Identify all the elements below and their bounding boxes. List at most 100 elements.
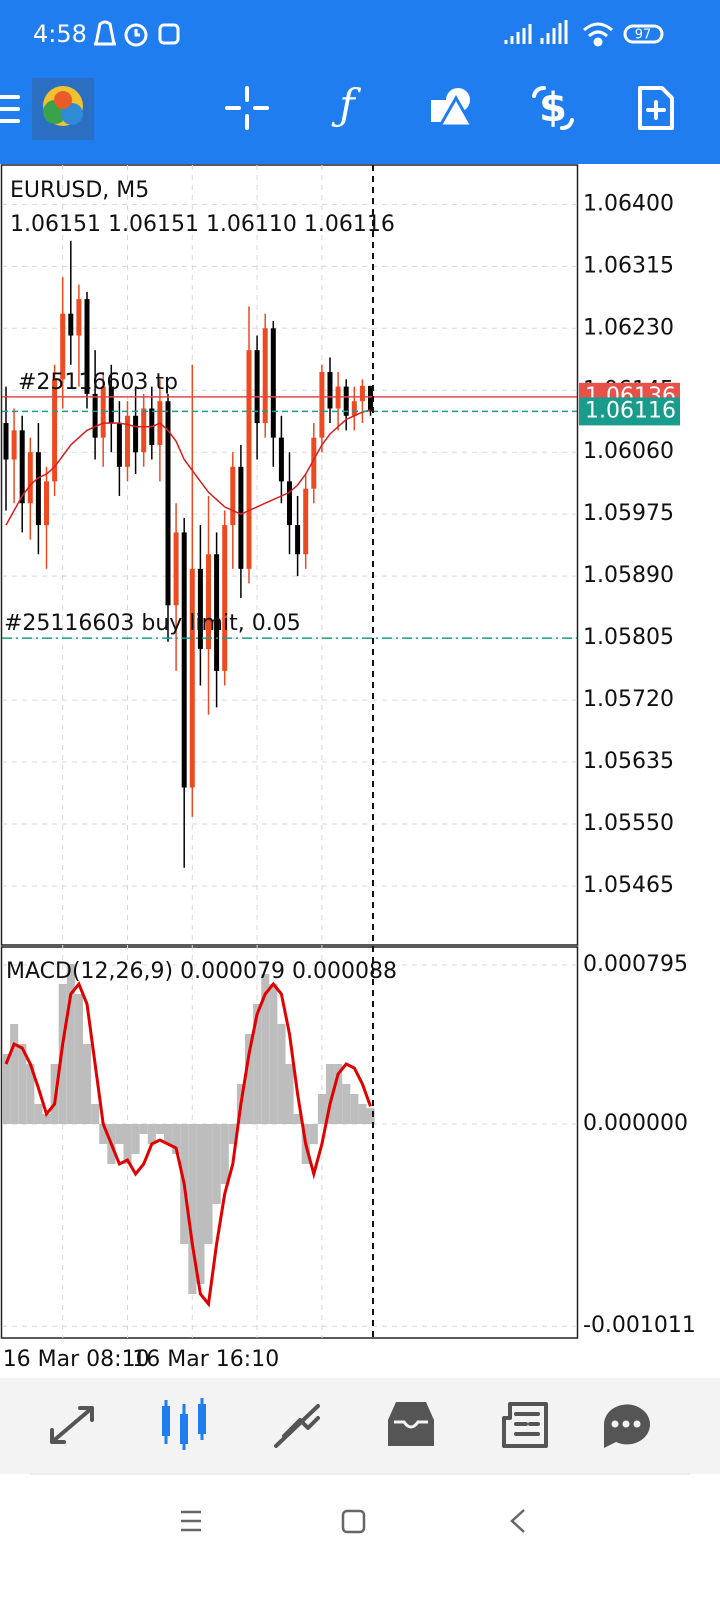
candle-body xyxy=(214,554,220,671)
macd-bar xyxy=(147,1124,156,1144)
macd-bar xyxy=(155,1124,164,1134)
macd-bar xyxy=(26,1064,35,1124)
candle-body xyxy=(165,401,171,606)
price-marker-label: 1.06116 xyxy=(585,398,676,423)
candle-body xyxy=(3,423,9,460)
symbol-title: EURUSD, M5 xyxy=(10,178,149,203)
macd-bar xyxy=(172,1124,181,1154)
signal-line xyxy=(4,981,372,1308)
macd-bar xyxy=(326,1064,335,1124)
macd-bar xyxy=(188,1124,197,1294)
candle-body xyxy=(197,568,203,650)
macd-bar xyxy=(2,1054,11,1124)
order-label: #25116603 buy limit, 0.05 xyxy=(4,611,301,636)
candle-body xyxy=(116,423,122,467)
candle-body xyxy=(92,393,98,438)
macd-bar xyxy=(350,1094,359,1124)
y-tick-label: -0.001011 xyxy=(583,1313,696,1338)
macd-bar xyxy=(99,1124,108,1144)
trade-button[interactable]: $ xyxy=(532,85,574,131)
macd-title: MACD(12,26,9) 0.000079 0.000088 xyxy=(6,959,397,984)
macd-bar xyxy=(34,1104,43,1124)
macd-bar xyxy=(10,1024,19,1124)
battery-level: 97 xyxy=(635,28,652,43)
candle-body xyxy=(181,532,187,788)
y-tick-label: 1.06230 xyxy=(583,315,674,340)
candle-body xyxy=(295,525,301,555)
candle-body xyxy=(27,452,33,504)
macd-bar xyxy=(91,1104,100,1124)
chart-tab[interactable] xyxy=(162,1398,206,1450)
objects-button[interactable] xyxy=(431,88,475,128)
app-header xyxy=(0,0,720,164)
candle-body xyxy=(287,481,292,526)
macd-bar xyxy=(245,1034,254,1124)
chat-tab[interactable] xyxy=(604,1404,650,1448)
trade-tab[interactable] xyxy=(274,1404,320,1448)
candle-body xyxy=(311,437,317,489)
candle-body xyxy=(278,437,284,482)
macd-bar xyxy=(269,984,278,1124)
y-tick-label: 1.05465 xyxy=(583,873,674,898)
x-tick-label: 16 Mar 16:10 xyxy=(132,1347,279,1372)
y-tick-label: 0.000795 xyxy=(583,952,688,977)
macd-bar xyxy=(317,1094,326,1124)
candle-body xyxy=(343,386,349,416)
candle-body xyxy=(11,430,17,460)
macd-bar xyxy=(342,1084,351,1124)
macd-bar xyxy=(83,1044,92,1124)
macd-bar xyxy=(204,1124,213,1244)
svg-text:$: $ xyxy=(539,85,567,131)
history-tab[interactable] xyxy=(388,1402,434,1446)
candle-body xyxy=(84,299,90,394)
macd-bar xyxy=(123,1124,132,1164)
candle-body xyxy=(35,452,41,526)
candle-body xyxy=(141,408,147,453)
candle-body xyxy=(76,299,82,336)
x-tick-label: 16 Mar 08:10 xyxy=(3,1347,150,1372)
app-logo[interactable] xyxy=(32,78,94,140)
macd-bar xyxy=(164,1124,173,1144)
y-tick-label: 1.05805 xyxy=(583,625,674,650)
bottom-nav xyxy=(0,1378,720,1474)
macd-bar xyxy=(212,1124,221,1204)
macd-bar xyxy=(309,1124,318,1144)
candle-body xyxy=(351,401,357,416)
macd-bar xyxy=(253,1004,262,1124)
y-tick-label: 1.06315 xyxy=(583,253,674,278)
system-nav[interactable] xyxy=(181,1509,525,1534)
y-tick-label: 1.06060 xyxy=(583,439,674,464)
candle-body xyxy=(222,525,228,671)
candle-body xyxy=(19,430,25,504)
ohlc-text: 1.06151 1.06151 1.06110 1.06116 xyxy=(10,212,395,237)
chart-layer: 1.064001.063151.062301.061451.060601.059… xyxy=(2,165,696,1372)
y-tick-label: 1.05550 xyxy=(583,811,674,836)
moving-average xyxy=(5,409,371,526)
macd-chart-frame xyxy=(0,946,579,1339)
y-tick-label: 1.05975 xyxy=(583,501,674,526)
macd-bar xyxy=(220,1124,229,1184)
macd-bar xyxy=(131,1124,140,1154)
candle-body xyxy=(125,415,130,467)
candle-body xyxy=(303,488,309,555)
macd-bar xyxy=(261,974,270,1124)
price-marker xyxy=(579,397,680,426)
y-tick-label: 1.05890 xyxy=(583,563,674,588)
candle-body xyxy=(230,466,236,526)
macd-bar xyxy=(293,1114,302,1124)
candle-body xyxy=(327,372,333,409)
news-tab[interactable] xyxy=(502,1402,548,1448)
candle-body xyxy=(44,481,49,526)
y-tick-label: 1.06400 xyxy=(583,191,674,216)
candle-body xyxy=(359,385,365,402)
new-order-button[interactable] xyxy=(638,86,674,130)
status-icons xyxy=(94,20,664,47)
macd-bar xyxy=(115,1124,124,1144)
crosshair-button[interactable] xyxy=(225,86,269,130)
macd-bar xyxy=(74,994,83,1124)
candle-body xyxy=(254,350,260,424)
menu-button[interactable] xyxy=(0,95,20,123)
candle-body xyxy=(173,532,179,606)
quotes-tab[interactable] xyxy=(50,1406,94,1444)
